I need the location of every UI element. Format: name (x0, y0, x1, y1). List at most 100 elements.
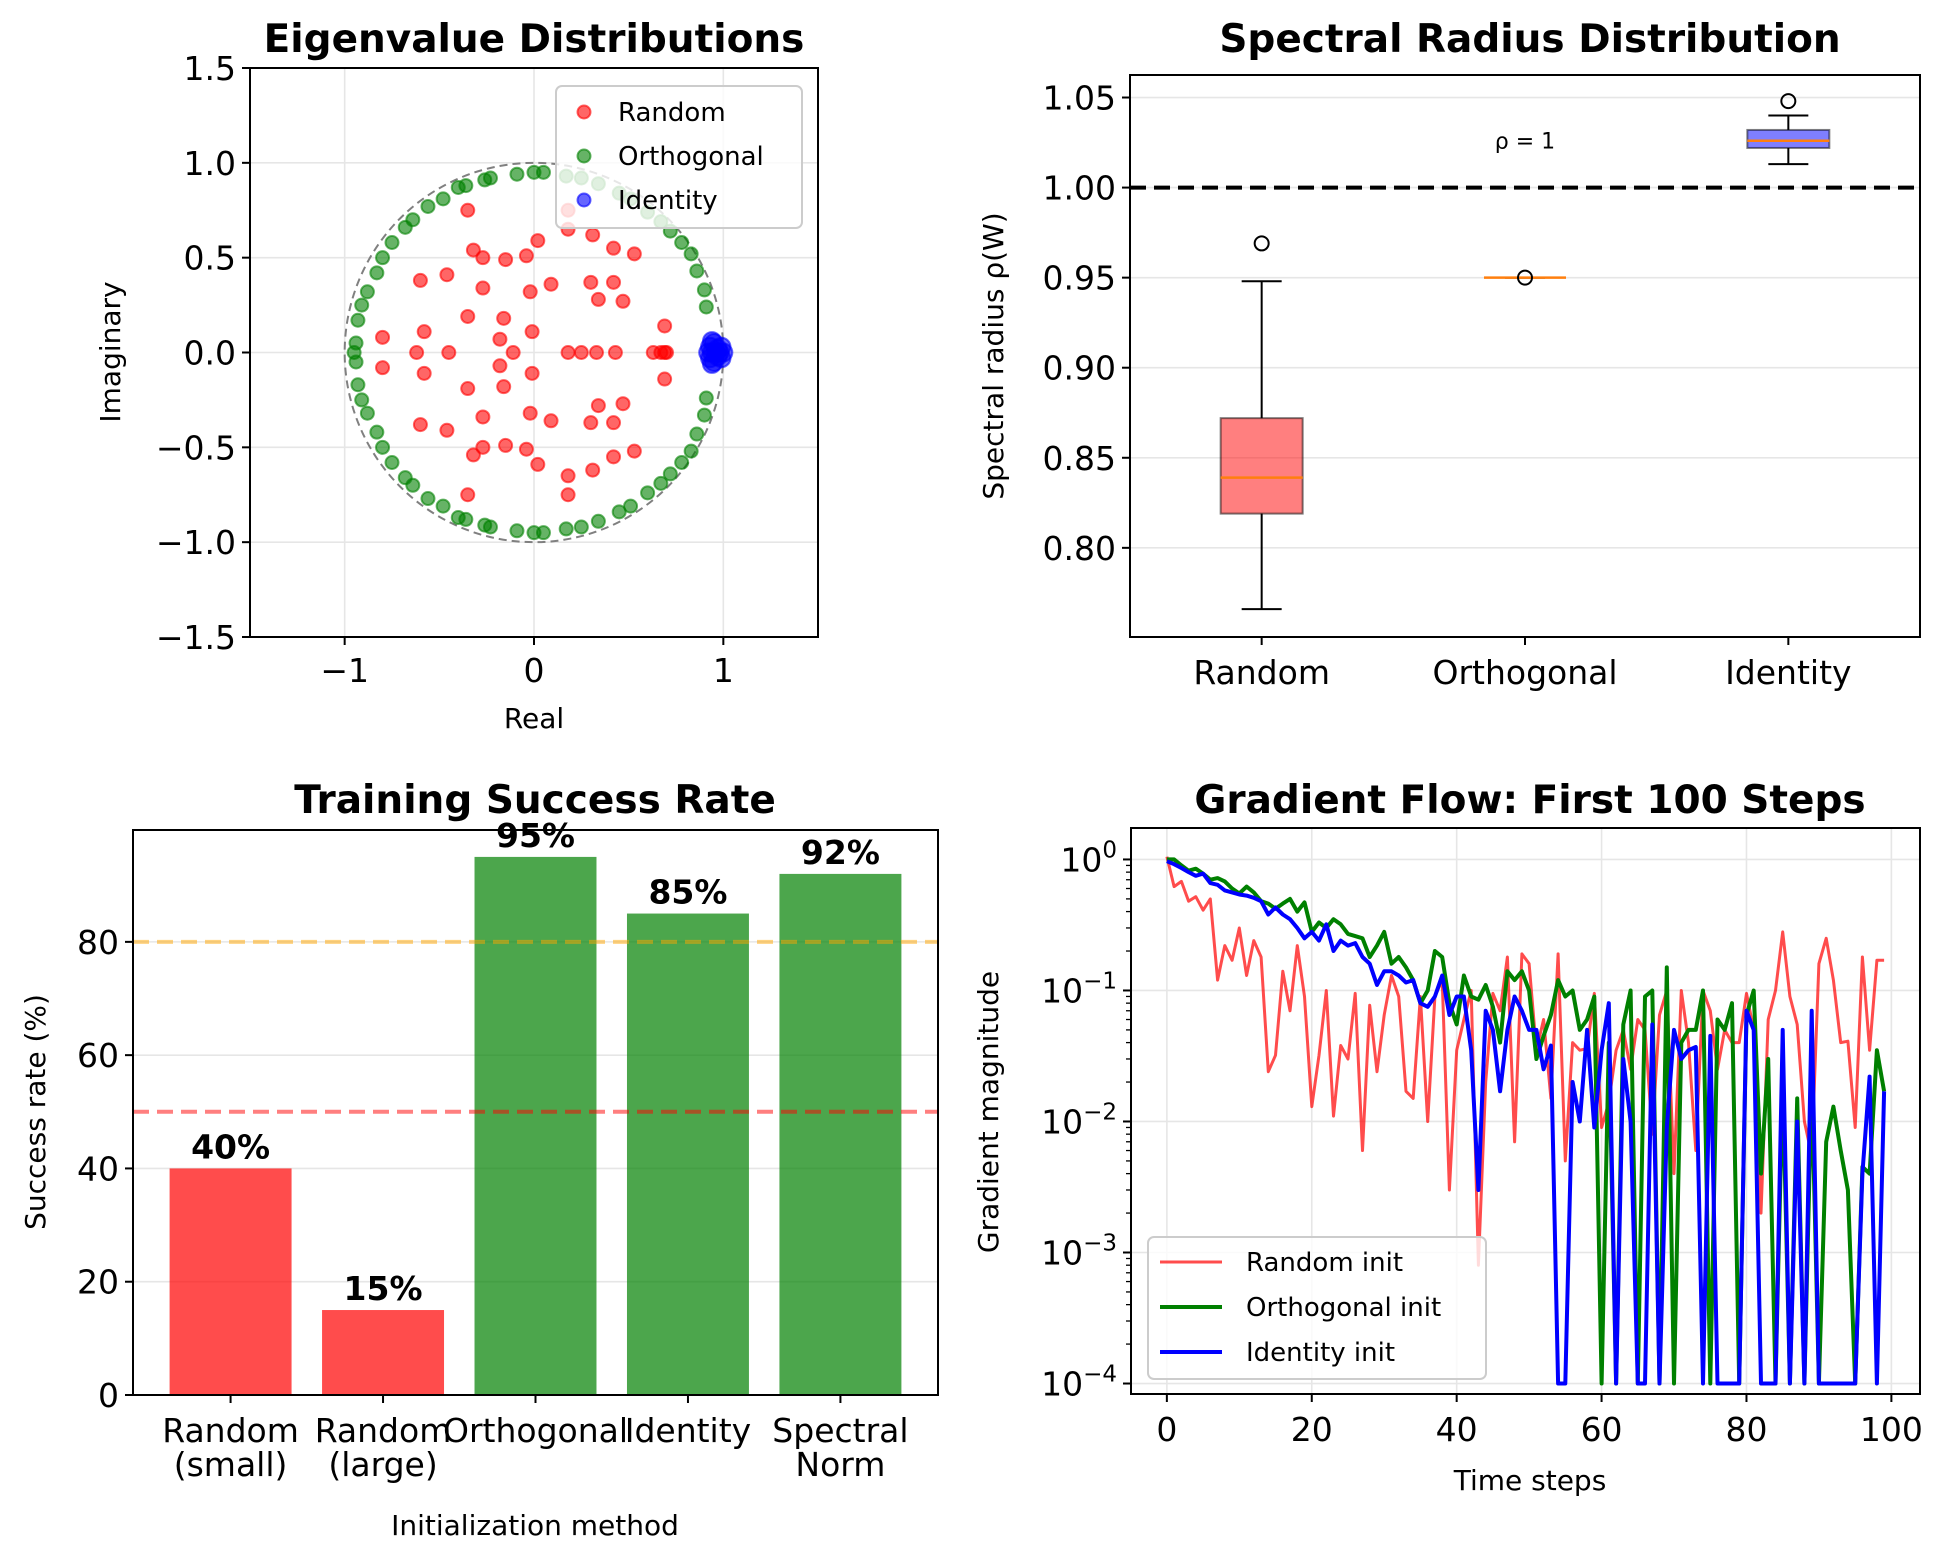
bar-value-label: 40% (191, 1127, 270, 1166)
y-tick-label: 0.80 (1043, 529, 1116, 568)
scatter-point-random (530, 456, 546, 472)
spectral-radius-ylabel: Spectral radius ρ(W) (977, 212, 1010, 499)
scatter-point-random (607, 345, 623, 360)
y-tick-label: 40 (77, 1149, 119, 1188)
scatter-point-random (606, 240, 622, 256)
scatter-point-random (543, 276, 559, 292)
scatter-point-random (492, 331, 508, 347)
x-tick-label: Random (162, 1411, 299, 1450)
scatter-point-orthogonal (359, 405, 375, 421)
scatter-point-orthogonal (369, 265, 385, 281)
y-tick-label: 0.95 (1043, 259, 1116, 298)
outlier-point (1517, 269, 1533, 286)
box-random (1219, 417, 1304, 515)
scatter-point-orthogonal (420, 198, 436, 214)
scatter-point-random (585, 462, 601, 478)
x-tick-label: Identity (625, 1411, 751, 1450)
scatter-point-orthogonal (558, 521, 574, 537)
scatter-point-orthogonal (623, 498, 639, 514)
bar-value-label: 85% (648, 873, 727, 912)
scatter-point-random (375, 329, 391, 345)
scatter-point-orthogonal (590, 513, 606, 529)
scatter-point-orthogonal (698, 390, 714, 406)
scatter-point-random (409, 345, 425, 360)
scatter-point-orthogonal (348, 354, 364, 370)
eigenvalue-scatter-panel: Eigenvalue Distributions −1 0 1 −1.5 −1.0 −0.… (94, 17, 819, 735)
x-tick-label: (small) (174, 1445, 288, 1484)
y-tick-label: 1.00 (1043, 169, 1116, 208)
scatter-point-random (475, 250, 491, 266)
y-tick-label: 0.5 (184, 239, 236, 278)
scatter-point-random (416, 365, 432, 381)
x-tick-label: 80 (1725, 1410, 1767, 1449)
scatter-point-random (441, 345, 457, 360)
scatter-point-random (626, 443, 642, 459)
spectral-radius-axes-frame (1129, 74, 1921, 638)
bar-1 (322, 1310, 445, 1395)
scatter-point-random (530, 233, 546, 249)
scatter-point-orthogonal (369, 424, 385, 440)
scatter-point-orthogonal (674, 234, 690, 250)
legend-label: Random init (1246, 1248, 1403, 1278)
scatter-point-random (606, 415, 622, 431)
scatter-point-orthogonal (435, 498, 451, 514)
scatter-point-random (560, 487, 576, 503)
scatter-point-random (498, 437, 514, 453)
x-tick-label: Norm (795, 1445, 885, 1484)
scatter-point-orthogonal (384, 234, 400, 250)
x-tick-label: 60 (1581, 1410, 1623, 1449)
scatter-point-random (465, 447, 481, 463)
legend-label-random: Random (618, 98, 726, 128)
x-tick-label: 40 (1436, 1410, 1478, 1449)
scatter-point-random (412, 417, 428, 433)
line-random-init (1165, 856, 1885, 1267)
scatter-point-random (460, 381, 476, 397)
scatter-point-orthogonal (420, 491, 436, 507)
scatter-point-orthogonal (375, 250, 391, 266)
scatter-point-orthogonal (662, 466, 678, 482)
scatter-point-orthogonal (354, 297, 370, 313)
line-orthogonal-init (1166, 857, 1887, 1386)
y-tick-label: −0.5 (156, 428, 236, 467)
scatter-point-orthogonal (435, 191, 451, 207)
legend-marker-identity (576, 192, 592, 208)
y-tick-label: 10−1 (1041, 968, 1117, 1010)
legend-marker-orthogonal (576, 148, 592, 164)
scatter-point-random (560, 345, 576, 360)
eigenvalue-ylabel: Imaginary (94, 281, 127, 422)
scatter-point-random (573, 345, 589, 360)
scatter-point-random (460, 202, 476, 218)
scatter-point-random (518, 248, 534, 264)
y-tick-label: 0.90 (1043, 349, 1116, 388)
bar-4 (779, 873, 902, 1395)
scatter-point-random (439, 267, 455, 283)
scatter-point-random (524, 365, 540, 381)
scatter-point-orthogonal (674, 455, 690, 471)
scatter-point-orthogonal (359, 284, 375, 300)
y-tick-label: 20 (77, 1263, 119, 1302)
scatter-point-identity (701, 353, 722, 374)
scatter-point-orthogonal (653, 475, 669, 491)
eigenvalue-xlabel: Real (504, 702, 564, 735)
scatter-point-random (583, 274, 599, 290)
scatter-point-orthogonal (350, 312, 366, 328)
y-tick-label: 100 (1060, 837, 1117, 879)
scatter-point-orthogonal (458, 511, 474, 527)
scatter-point-random (524, 324, 540, 340)
y-tick-label: 10−4 (1041, 1362, 1117, 1404)
scatter-point-orthogonal (689, 263, 705, 279)
scatter-point-orthogonal (683, 443, 699, 459)
success-rate-panel: Training Success Rate 40% 15% 95% 85% 92% 0 2… (19, 778, 939, 1542)
x-tick-label: Orthogonal (443, 1411, 628, 1450)
x-tick-label: Identity (1725, 653, 1851, 692)
scatter-point-random (583, 415, 599, 431)
y-tick-label: 10−2 (1041, 1099, 1117, 1141)
y-tick-label: 80 (77, 923, 119, 962)
scatter-point-orthogonal (375, 439, 391, 455)
x-tick-label: (large) (328, 1445, 437, 1484)
y-tick-label: 1.0 (184, 144, 236, 183)
bar-value-label: 92% (801, 833, 880, 872)
scatter-point-random (475, 439, 491, 455)
scatter-point-random (522, 284, 538, 300)
y-tick-label: 60 (77, 1036, 119, 1075)
